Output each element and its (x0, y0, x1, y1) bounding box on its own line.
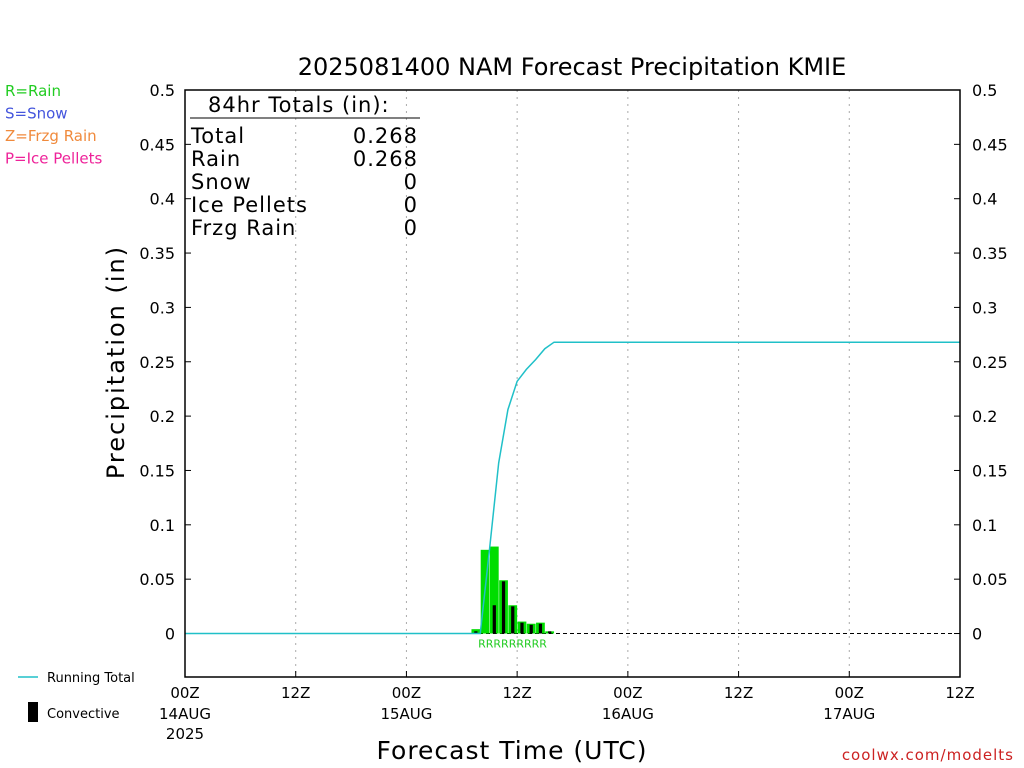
y-tick-label-left: 0.15 (139, 461, 175, 480)
y-axis-right: 0.5 0.45 0.4 0.35 0.3 0.25 0.2 0.15 0.1 0.05 0 (954, 81, 1008, 644)
x-tick-label: 00Z (835, 684, 864, 702)
y-tick-label-left: 0.2 (150, 407, 175, 426)
vertical-grid (295, 90, 850, 677)
x-tick-year: 2025 (166, 725, 204, 743)
x-tick-date: 16AUG (602, 705, 654, 723)
convective-bar (548, 631, 552, 634)
totals-row-label: Snow (191, 170, 252, 194)
x-tick-label: 12Z (281, 684, 310, 702)
totals-row-value: 0 (404, 170, 418, 194)
convective-bar (492, 605, 496, 634)
ptype-legend-item: Z=Frzg Rain (5, 127, 97, 145)
ptype-legend-item: R=Rain (5, 82, 61, 100)
y-tick-label-right: 0.45 (972, 135, 1008, 154)
y-tick-label-right: 0.1 (972, 516, 997, 535)
totals-box: 84hr Totals (in): Total 0.268 Rain 0.268 Sno… (190, 93, 420, 240)
ptype-legend-item: S=Snow (5, 105, 68, 123)
running-total-line (185, 341, 960, 635)
y-tick-label-left: 0.45 (139, 135, 175, 154)
y-tick-label-right: 0.2 (972, 407, 997, 426)
y-axis-label: Precipitation (in) (102, 245, 130, 479)
series-legend: Running Total Convective (18, 671, 135, 722)
y-tick-label-right: 0.15 (972, 461, 1008, 480)
y-tick-label-left: 0.4 (150, 190, 175, 209)
convective-bar (474, 631, 478, 634)
y-tick-label-left: 0.05 (139, 570, 175, 589)
x-axis: 00Z 14AUG 2025 12Z 00Z 15AUG 12Z 00Z 16AUG 12Z 00Z… (159, 671, 975, 743)
ptype-strip: RRRRRRRRR (478, 638, 547, 651)
credit-text: coolwx.com/modelts (842, 746, 1014, 764)
totals-heading: 84hr Totals (in): (208, 93, 390, 117)
convective-legend-label: Convective (47, 707, 120, 722)
x-tick-label: 12Z (945, 684, 974, 702)
y-axis-left: 0.5 0.45 0.4 0.35 0.3 0.25 0.2 0.15 0.1 0.05 0 (139, 81, 191, 644)
x-tick-date: 17AUG (823, 705, 875, 723)
rain-bar (489, 546, 499, 634)
x-tick-date: 15AUG (380, 705, 432, 723)
convective-bar (520, 622, 524, 634)
x-tick-label: 00Z (613, 684, 642, 702)
x-tick-label: 00Z (392, 684, 421, 702)
y-tick-label-right: 0.35 (972, 244, 1008, 263)
convective-bar (538, 623, 543, 634)
convective-bar (529, 624, 533, 634)
totals-row-label: Total (190, 124, 245, 148)
x-tick-label: 12Z (502, 684, 531, 702)
totals-row-label: Frzg Rain (191, 216, 296, 240)
totals-row-value: 0 (404, 193, 418, 217)
ptype-legend-item: P=Ice Pellets (5, 150, 102, 168)
running-total-legend-label: Running Total (47, 671, 135, 686)
convective-bar (501, 581, 506, 634)
y-tick-label-right: 0.5 (972, 81, 997, 100)
y-tick-label-left: 0.3 (150, 298, 175, 317)
y-tick-label-right: 0.4 (972, 190, 997, 209)
ptype-strip-label: RRRRRRRRR (478, 638, 547, 651)
y-tick-label-right: 0 (972, 625, 982, 644)
y-tick-label-left: 0.1 (150, 516, 175, 535)
x-tick-label: 00Z (170, 684, 199, 702)
y-tick-label-left: 0 (165, 625, 175, 644)
convective-bar (511, 606, 515, 634)
totals-row-value: 0 (404, 216, 418, 240)
x-axis-label: Forecast Time (UTC) (377, 736, 648, 765)
y-tick-label-right: 0.05 (972, 570, 1008, 589)
totals-row-value: 0.268 (353, 147, 418, 171)
y-tick-label-right: 0.3 (972, 298, 997, 317)
y-tick-label-left: 0.5 (150, 81, 175, 100)
x-tick-label: 12Z (724, 684, 753, 702)
y-tick-label-left: 0.35 (139, 244, 175, 263)
totals-row-label: Rain (191, 147, 241, 171)
y-tick-label-right: 0.25 (972, 353, 1008, 372)
y-tick-label-left: 0.25 (139, 353, 175, 372)
precip-bars (471, 546, 555, 634)
plot-frame (184, 89, 961, 678)
totals-row-value: 0.268 (353, 124, 418, 148)
chart-title: 2025081400 NAM Forecast Precipitation KM… (298, 53, 847, 81)
ptype-legend: R=Rain S=Snow Z=Frzg Rain P=Ice Pellets (5, 82, 102, 168)
x-tick-date: 14AUG (159, 705, 211, 723)
convective-legend-swatch (28, 702, 38, 722)
totals-row-label: Ice Pellets (191, 193, 308, 217)
